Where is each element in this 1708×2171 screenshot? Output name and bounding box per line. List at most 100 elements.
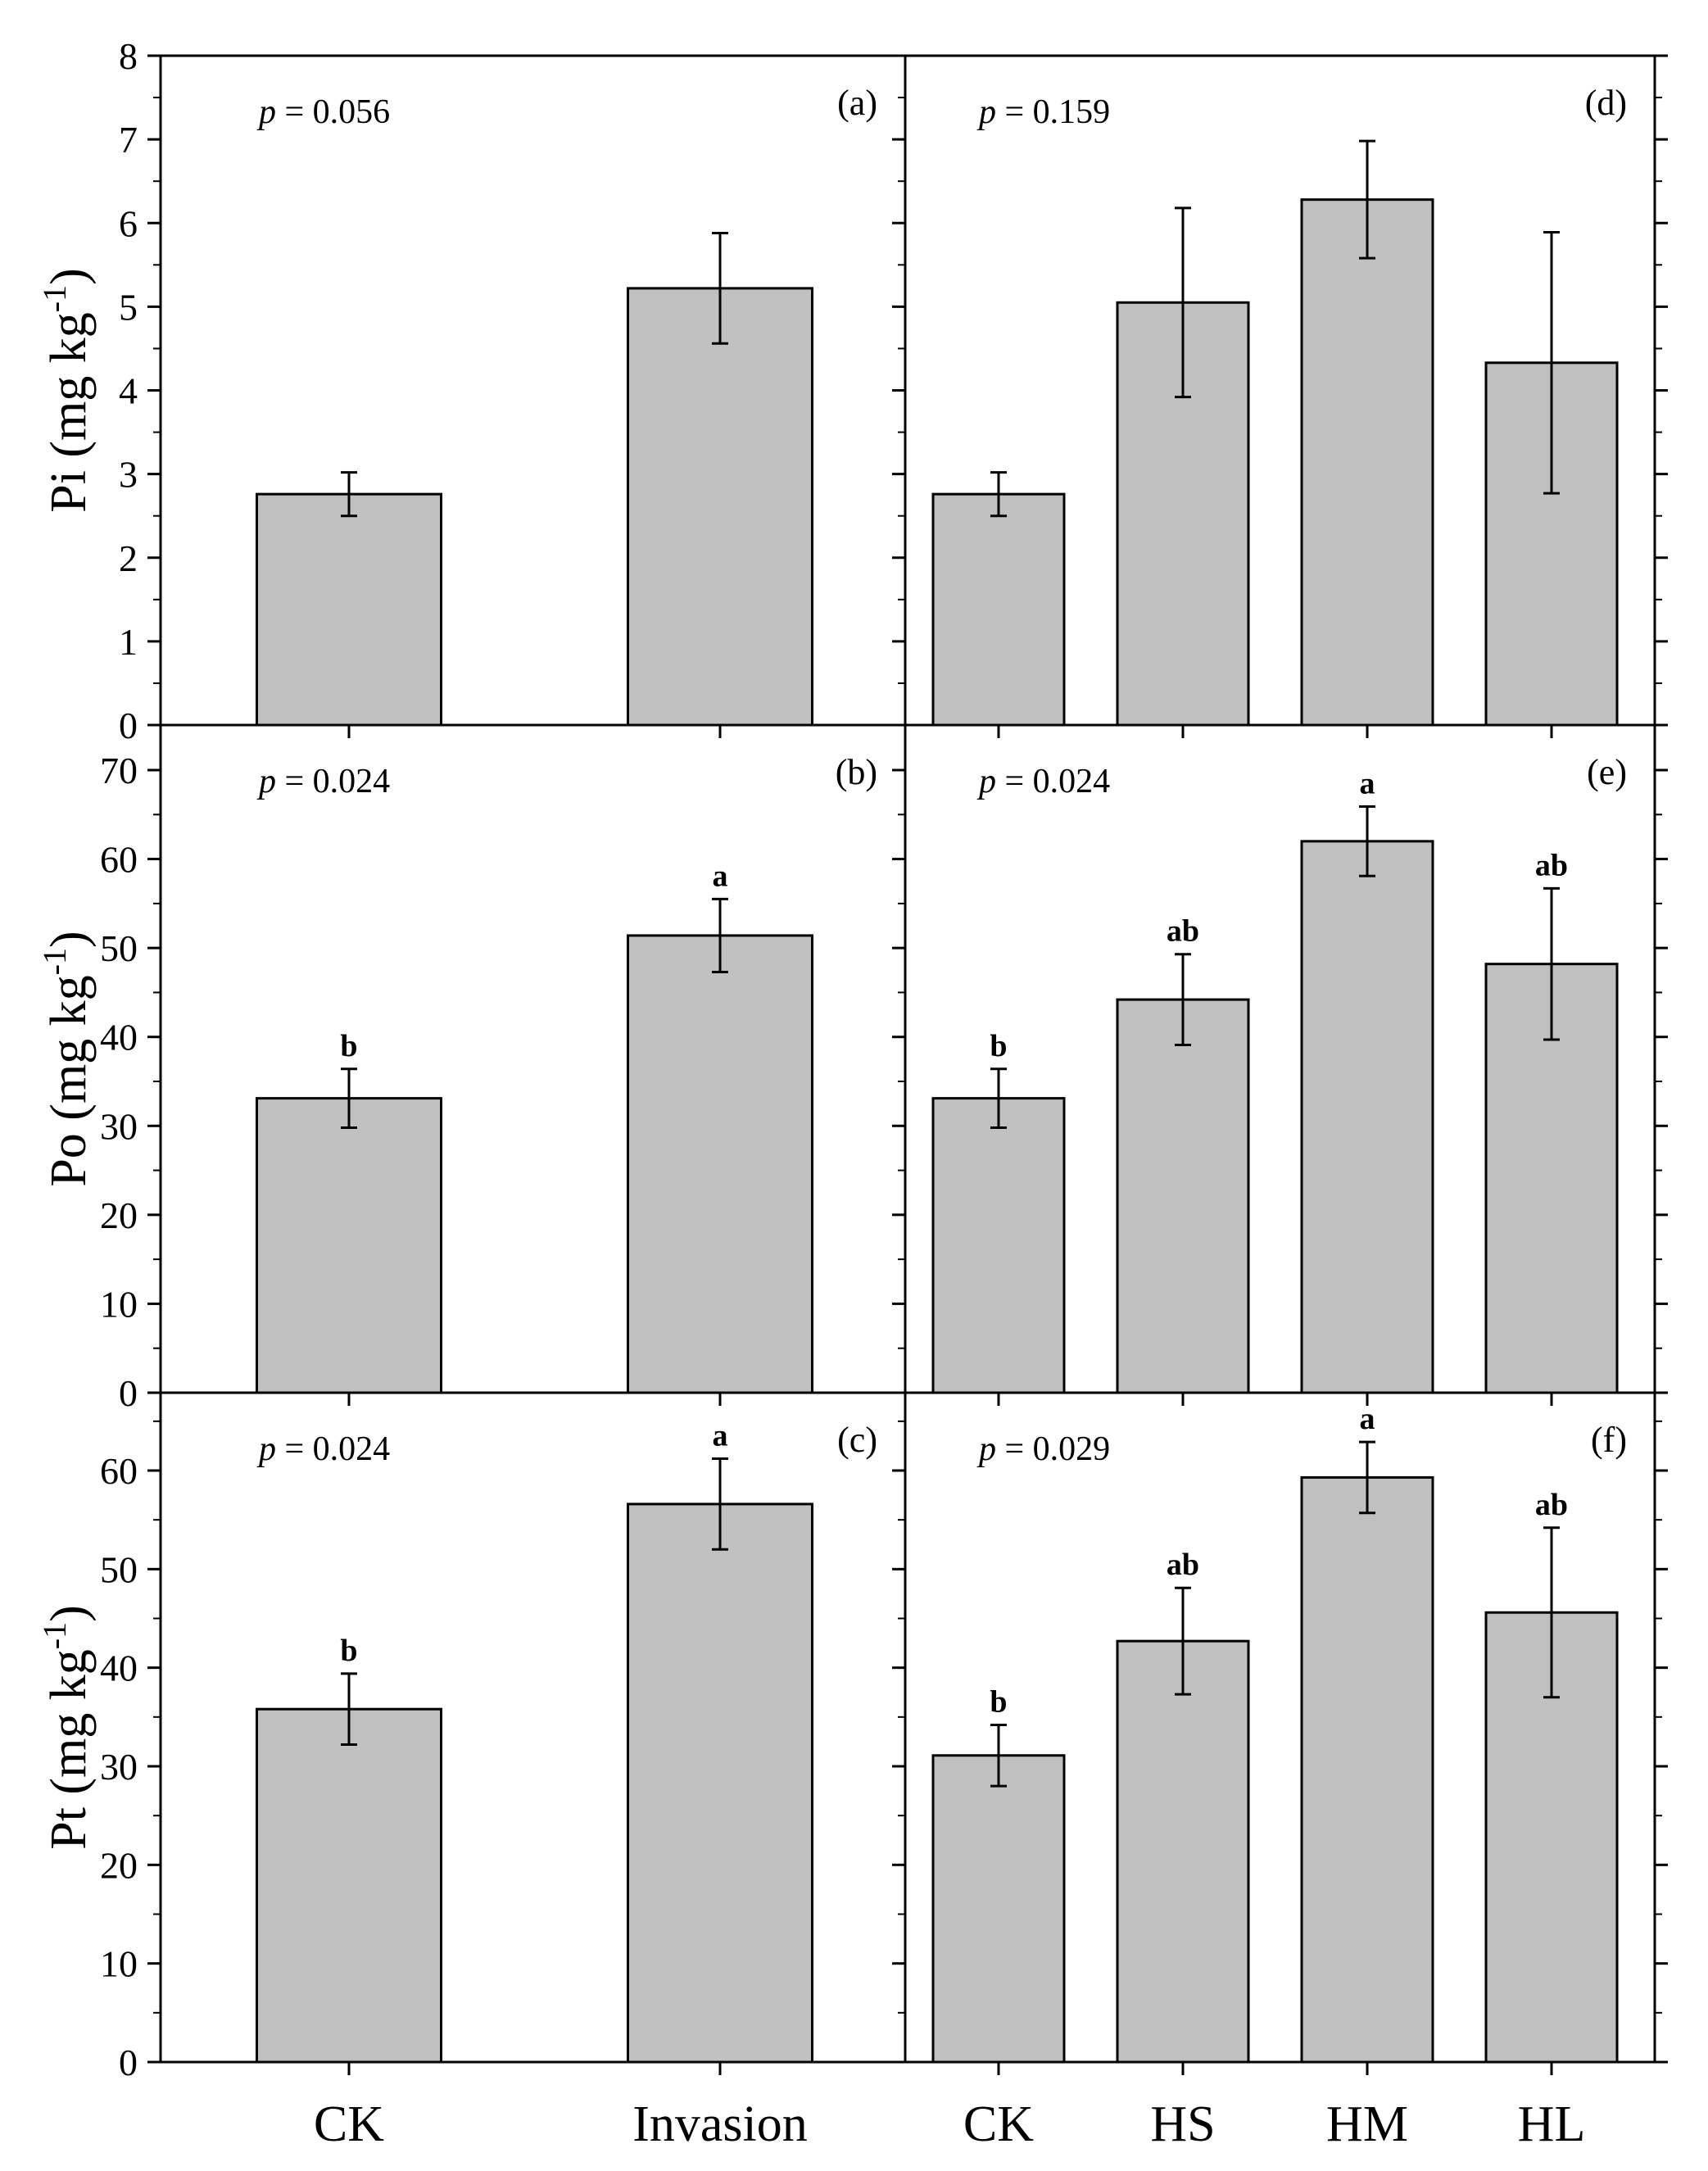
x-category-label-f-0: CK — [963, 2096, 1034, 2152]
y-axis-title-end: ) — [41, 931, 97, 948]
y-tick-label-a: 3 — [119, 454, 138, 496]
p-value-text: = 0.029 — [996, 1430, 1110, 1468]
y-tick-label-b: 60 — [100, 839, 138, 881]
y-axis-title-c: Pt (mg kg-1) — [36, 1605, 97, 1850]
y-tick-label-b: 40 — [100, 1017, 138, 1058]
bar-b-0 — [256, 1097, 442, 1394]
p-value-c: p = 0.024 — [256, 1430, 390, 1468]
y-tick-label-a: 4 — [119, 370, 138, 412]
bar-d-0 — [931, 492, 1066, 727]
bar-a-1 — [627, 287, 813, 727]
panel-a: 0 1 2 3 4 5 6 7 8 (a) p = 0.056 Pi (mg kg-1) — [36, 35, 907, 746]
y-tick-label-c: 10 — [100, 1943, 138, 1985]
y-tick-label-a: 6 — [119, 202, 138, 244]
sig-letter-e-2: a — [1360, 767, 1375, 801]
y-tick-label-b: 10 — [100, 1283, 138, 1325]
p-symbol: p — [976, 93, 996, 131]
sig-letter-f-0: b — [990, 1684, 1007, 1719]
bar-f-2 — [1300, 1475, 1434, 2064]
panel-label-f: (f) — [1591, 1420, 1627, 1460]
y-axis-title-sup: -1 — [36, 285, 73, 312]
y-tick-label-a: 0 — [119, 705, 138, 746]
p-value-text: = 0.056 — [276, 93, 390, 131]
bar-f-1 — [1116, 1639, 1250, 2064]
p-value-a: p = 0.056 — [256, 93, 390, 131]
bar-b-1 — [627, 934, 813, 1394]
x-category-label-c-0: CK — [314, 2096, 384, 2152]
y-tick-label-b: 70 — [100, 750, 138, 791]
sig-letter-f-1: ab — [1167, 1548, 1199, 1582]
y-tick-label-b: 20 — [100, 1194, 138, 1236]
bar-f-0 — [931, 1754, 1066, 2064]
y-tick-label-c: 30 — [100, 1746, 138, 1788]
y-axis-title-a: Pi (mg kg-1) — [36, 268, 97, 513]
panel-label-c: (c) — [837, 1420, 877, 1460]
bar-e-2 — [1300, 840, 1434, 1394]
y-axis-title-main: Pi (mg kg — [41, 312, 97, 513]
sig-letter-f-3: ab — [1535, 1488, 1568, 1522]
bar-c-0 — [256, 1707, 442, 2064]
sig-letter-e-0: b — [990, 1029, 1007, 1063]
p-value-text: = 0.024 — [276, 1430, 390, 1468]
panel-d: (d) p = 0.159 — [892, 54, 1668, 738]
p-value-text: = 0.024 — [996, 763, 1110, 800]
panel-label-b: (b) — [836, 752, 877, 792]
y-tick-label-c: 60 — [100, 1450, 138, 1492]
y-tick-label-c: 50 — [100, 1548, 138, 1590]
p-value-text: = 0.024 — [276, 763, 390, 800]
bar-e-1 — [1116, 998, 1250, 1394]
bar-d-2 — [1300, 198, 1434, 727]
y-axis-title-main: Pt (mg kg — [41, 1649, 97, 1850]
y-tick-label-b: 30 — [100, 1105, 138, 1147]
sig-letter-b-0: b — [340, 1029, 357, 1063]
panel-label-e: (e) — [1587, 752, 1627, 792]
y-tick-label-a: 5 — [119, 286, 138, 328]
panel-f: b ab a ab (f) p = 0.029 CK HS HM HL — [892, 1391, 1668, 2152]
panel-b: 0 10 20 30 40 50 60 70 b a (b) p = 0.024 Po (mg kg-1… — [36, 723, 907, 1414]
y-axis-title-main: Po (mg kg — [41, 975, 97, 1186]
y-tick-label-b: 50 — [100, 927, 138, 969]
bar-e-0 — [931, 1097, 1066, 1394]
bar-c-1 — [627, 1502, 813, 2064]
y-tick-label-b: 0 — [119, 1372, 138, 1414]
bar-a-0 — [256, 492, 442, 727]
sig-letter-b-1: a — [713, 859, 728, 893]
sig-letter-c-0: b — [340, 1634, 357, 1668]
panel-e: b ab a ab (e) p = 0.024 — [892, 723, 1668, 1406]
panel-label-d: (d) — [1585, 83, 1627, 123]
sig-letter-c-1: a — [713, 1419, 728, 1453]
y-tick-label-a: 7 — [119, 119, 138, 161]
x-category-label-f-2: HM — [1326, 2096, 1408, 2152]
sig-letter-e-1: ab — [1167, 914, 1199, 949]
y-tick-label-a: 1 — [119, 621, 138, 663]
y-axis-title-b: Po (mg kg-1) — [36, 931, 97, 1186]
x-category-label-c-1: Invasion — [632, 2096, 808, 2152]
p-symbol: p — [256, 763, 276, 800]
y-tick-label-c: 20 — [100, 1844, 138, 1886]
y-axis-title-sup: -1 — [36, 948, 73, 975]
panel-c: 0 10 20 30 40 50 60 b a (c) p = 0.024 Pt (mg kg-1) C… — [36, 1391, 907, 2152]
y-tick-label-a: 8 — [119, 35, 138, 77]
p-symbol: p — [976, 763, 996, 800]
y-tick-label-c: 40 — [100, 1648, 138, 1689]
p-value-f: p = 0.029 — [976, 1430, 1110, 1468]
p-symbol: p — [256, 1430, 276, 1468]
p-value-b: p = 0.024 — [256, 763, 390, 800]
p-symbol: p — [256, 93, 276, 131]
p-symbol: p — [976, 1430, 996, 1468]
sig-letter-e-3: ab — [1535, 848, 1568, 882]
p-value-text: = 0.159 — [996, 93, 1110, 131]
y-axis-title-end: ) — [41, 268, 97, 285]
p-value-d: p = 0.159 — [976, 93, 1110, 131]
sig-letter-f-2: a — [1360, 1402, 1375, 1436]
x-category-label-f-1: HS — [1150, 2096, 1215, 2152]
panel-frame-f — [904, 1391, 1656, 2064]
p-value-e: p = 0.024 — [976, 763, 1110, 800]
y-tick-label-a: 2 — [119, 537, 138, 579]
panel-label-a: (a) — [837, 83, 877, 123]
y-axis-title-sup: -1 — [36, 1622, 73, 1649]
x-category-label-f-3: HL — [1518, 2096, 1586, 2152]
y-axis-title-end: ) — [41, 1605, 97, 1622]
